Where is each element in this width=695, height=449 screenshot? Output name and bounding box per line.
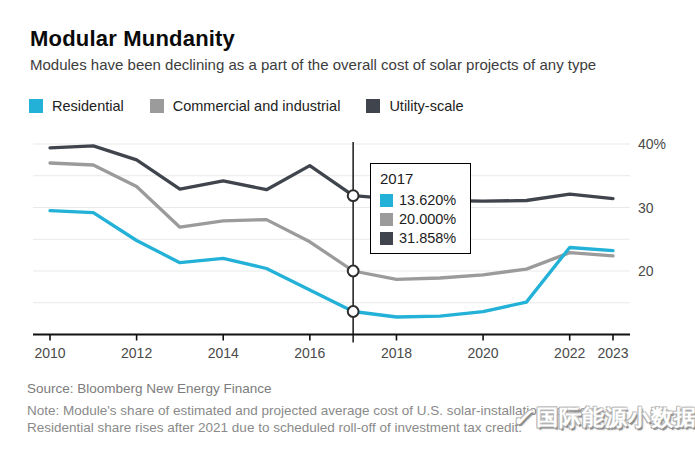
tooltip-row-residential: 13.620% [380,192,462,208]
source-text: Source: Bloomberg New Energy Finance [27,381,687,396]
chart-subtitle: Modules have been declining as a part of… [30,56,670,73]
note-line2: Residential share rises after 2021 due t… [27,420,522,435]
y-axis-label: 40% [638,136,666,152]
chart-card: Modular Mundanity Modules have been decl… [0,0,695,449]
legend-item-utility: Utility-scale [366,98,463,114]
y-axis-label: 30 [638,200,654,216]
tooltip-row-utility: 31.858% [380,230,462,246]
tooltip-swatch-utility-icon [380,232,393,245]
highlight-marker [348,266,359,277]
tooltip-row-commercial: 20.000% [380,211,462,227]
legend-swatch-commercial-icon [150,99,164,113]
y-axis-label: 20 [638,263,654,279]
tooltip-value-utility: 31.858% [399,230,456,246]
series-line-residential [50,211,613,317]
x-tick-label: 2023 [597,345,628,361]
tooltip-value-commercial: 20.000% [399,211,456,227]
x-tick-label: 2016 [294,345,325,361]
tooltip-swatch-commercial-icon [380,213,393,226]
watermark-logo-icon: ✓ [512,404,533,432]
watermark: ✓ 国际能源小数据 [512,403,695,433]
chart-title: Modular Mundanity [30,26,235,52]
x-tick-label: 2010 [34,345,65,361]
legend-swatch-utility-icon [366,99,380,113]
tooltip-value-residential: 13.620% [399,192,456,208]
watermark-text: 国际能源小数据 [536,403,695,433]
x-tick-label: 2014 [208,345,239,361]
legend-label-utility: Utility-scale [389,98,463,114]
legend-item-commercial: Commercial and industrial [150,98,341,114]
x-tick-label: 2012 [121,345,152,361]
legend: Residential Commercial and industrial Ut… [29,98,464,114]
line-chart: 2010 2012 2014 2016 2018 2020 2022 2023 40% 30 20 [0,130,695,380]
x-tick-label: 2022 [554,345,585,361]
tooltip-swatch-residential-icon [380,194,393,207]
plot-area[interactable]: 2010201220142016201820202022202340%3020 … [0,130,695,380]
legend-item-residential: Residential [29,98,124,114]
series-line-utility-scale [50,146,613,201]
x-tick-label: 2020 [467,345,498,361]
highlight-marker [348,306,359,317]
legend-swatch-residential-icon [29,99,43,113]
tooltip-2017: 2017 13.620% 20.000% 31.858% [370,163,471,254]
legend-label-residential: Residential [52,98,124,114]
legend-label-commercial: Commercial and industrial [173,98,341,114]
highlight-marker [348,190,359,201]
x-tick-label: 2018 [381,345,412,361]
tooltip-year: 2017 [380,170,462,187]
